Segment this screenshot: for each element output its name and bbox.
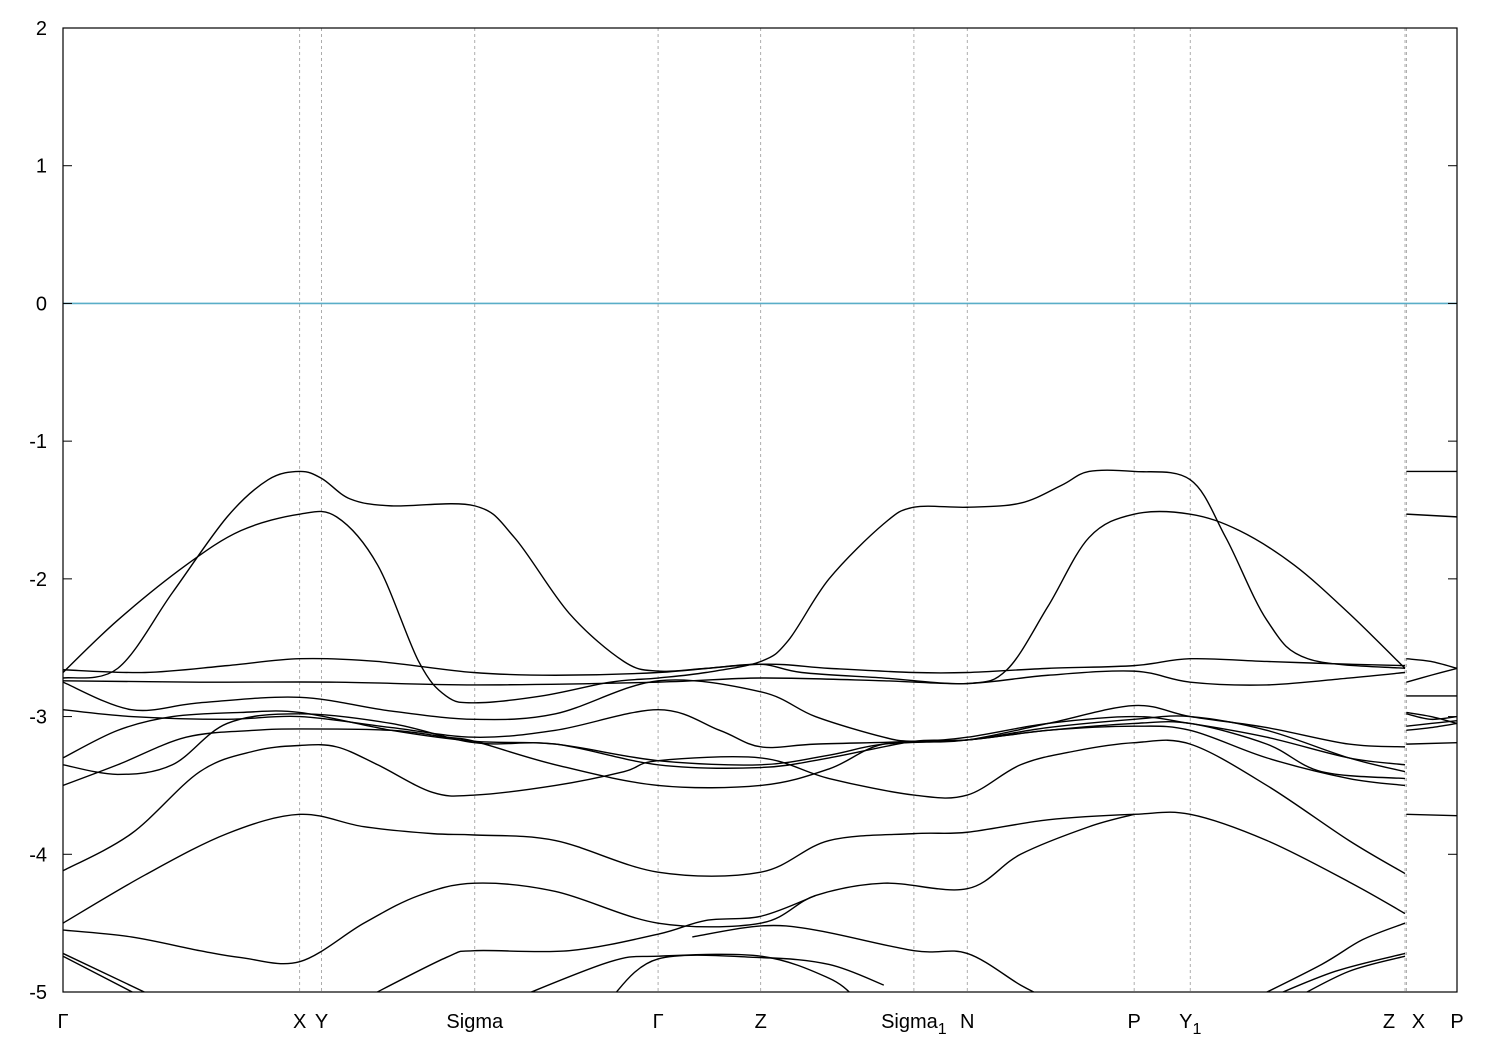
x-tick-label: Γ (57, 1011, 68, 1033)
band-z-x-p-8 (1406, 720, 1457, 727)
y-tick-label: -4 (29, 844, 47, 866)
band-b3 (63, 657, 1406, 676)
y-tick-label: -5 (29, 982, 47, 1004)
band-b1 (63, 469, 1406, 704)
band-z-x-p-9 (1406, 722, 1457, 732)
band-b13 (63, 952, 146, 992)
x-tick-label: Z (755, 1011, 767, 1033)
band-b15 (375, 894, 816, 992)
x-tick-label: Y (315, 1011, 328, 1033)
y-tick-label: -1 (29, 431, 47, 453)
y-tick-label: -2 (29, 569, 47, 591)
band-curves (63, 469, 1457, 992)
band-z-x-p-2 (1406, 513, 1457, 518)
band-b18 (692, 924, 1036, 992)
band-z-x-p-10 (1406, 742, 1457, 745)
x-tick-label: Sigma1 (881, 1011, 947, 1038)
plot-frame (62, 27, 1458, 993)
y-tick-label: -3 (29, 707, 47, 729)
band-b12 (63, 813, 1135, 965)
band-b21 (1305, 955, 1406, 992)
x-tick-label: Γ (653, 1011, 664, 1033)
band-b8 (63, 713, 1406, 780)
x-tick-label: X (293, 1011, 306, 1033)
band-z-x-p-11 (1406, 813, 1457, 817)
band-z-x-p-4 (1406, 667, 1457, 683)
x-tick-label: N (960, 1011, 974, 1033)
kpoint-gridlines (299, 28, 1407, 992)
x-tick-label: P (1127, 1011, 1140, 1033)
band-b4 (63, 670, 1406, 686)
y-tick-label: 1 (36, 156, 47, 178)
y-tick-label: 0 (36, 293, 47, 315)
band-b20 (1281, 952, 1406, 992)
x-axis: Γ X Y Sigma Γ Z Sigma1 N P Y1 Z X P (57, 1011, 1463, 1038)
band-b7 (63, 710, 1406, 773)
band-b10 (63, 739, 1406, 875)
band-z-x-p-7 (1406, 713, 1457, 721)
x-tick-label: X (1412, 1011, 1425, 1033)
band-z-x-p-3 (1406, 658, 1457, 670)
band-b9 (63, 725, 1406, 789)
band-b19 (1265, 922, 1406, 992)
band-b17 (615, 954, 885, 992)
band-b11 (63, 811, 1406, 924)
y-tick-label: 2 (36, 18, 47, 40)
x-tick-label: Z (1383, 1011, 1395, 1033)
x-tick-label: Y1 (1179, 1011, 1201, 1038)
band-b2 (63, 470, 1406, 685)
x-tick-label: P (1450, 1011, 1463, 1033)
x-tick-label: Sigma (446, 1011, 504, 1033)
y-axis: -5 -4 -3 -2 -1 0 1 2 (29, 18, 1457, 1004)
band-b14 (63, 955, 134, 992)
